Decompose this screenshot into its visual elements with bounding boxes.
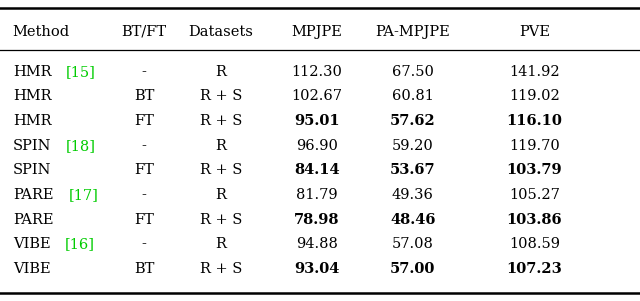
Text: -: -: [141, 188, 147, 202]
Text: R: R: [216, 65, 226, 79]
Text: HMR: HMR: [13, 89, 51, 103]
Text: [15]: [15]: [66, 65, 95, 79]
Text: 95.01: 95.01: [294, 114, 340, 128]
Text: VIBE: VIBE: [13, 237, 51, 251]
Text: 119.70: 119.70: [509, 139, 560, 153]
Text: 112.30: 112.30: [291, 65, 342, 79]
Text: 53.67: 53.67: [390, 163, 436, 177]
Text: PA-MPJPE: PA-MPJPE: [376, 25, 450, 39]
Text: 103.79: 103.79: [507, 163, 562, 177]
Text: SPIN: SPIN: [13, 139, 51, 153]
Text: BT: BT: [134, 262, 154, 276]
Text: 96.90: 96.90: [296, 139, 338, 153]
Text: 102.67: 102.67: [291, 89, 342, 103]
Text: 48.46: 48.46: [390, 213, 436, 227]
Text: HMR: HMR: [13, 114, 51, 128]
Text: 81.79: 81.79: [296, 188, 338, 202]
Text: FT: FT: [134, 114, 154, 128]
Text: 108.59: 108.59: [509, 237, 560, 251]
Text: R + S: R + S: [200, 163, 242, 177]
Text: 107.23: 107.23: [506, 262, 563, 276]
Text: SPIN: SPIN: [13, 163, 51, 177]
Text: Method: Method: [13, 25, 70, 39]
Text: MPJPE: MPJPE: [291, 25, 342, 39]
Text: 57.08: 57.08: [392, 237, 434, 251]
Text: [18]: [18]: [66, 139, 95, 153]
Text: R: R: [216, 139, 226, 153]
Text: 103.86: 103.86: [507, 213, 562, 227]
Text: [16]: [16]: [65, 237, 95, 251]
Text: R + S: R + S: [200, 213, 242, 227]
Text: 57.62: 57.62: [390, 114, 436, 128]
Text: FT: FT: [134, 213, 154, 227]
Text: R + S: R + S: [200, 114, 242, 128]
Text: 49.36: 49.36: [392, 188, 434, 202]
Text: Datasets: Datasets: [188, 25, 253, 39]
Text: PARE: PARE: [13, 188, 53, 202]
Text: 67.50: 67.50: [392, 65, 434, 79]
Text: BT: BT: [134, 89, 154, 103]
Text: 84.14: 84.14: [294, 163, 340, 177]
Text: PVE: PVE: [519, 25, 550, 39]
Text: 57.00: 57.00: [390, 262, 435, 276]
Text: -: -: [141, 139, 147, 153]
Text: -: -: [141, 237, 147, 251]
Text: R + S: R + S: [200, 262, 242, 276]
Text: VIBE: VIBE: [13, 262, 51, 276]
Text: 94.88: 94.88: [296, 237, 338, 251]
Text: HMR: HMR: [13, 65, 51, 79]
Text: 78.98: 78.98: [294, 213, 340, 227]
Text: 93.04: 93.04: [294, 262, 339, 276]
Text: 119.02: 119.02: [509, 89, 560, 103]
Text: 105.27: 105.27: [509, 188, 560, 202]
Text: R: R: [216, 237, 226, 251]
Text: 141.92: 141.92: [509, 65, 560, 79]
Text: -: -: [141, 65, 147, 79]
Text: 116.10: 116.10: [506, 114, 563, 128]
Text: R + S: R + S: [200, 89, 242, 103]
Text: BT/FT: BT/FT: [122, 25, 166, 39]
Text: 60.81: 60.81: [392, 89, 434, 103]
Text: [17]: [17]: [68, 188, 98, 202]
Text: PARE: PARE: [13, 213, 53, 227]
Text: 59.20: 59.20: [392, 139, 434, 153]
Text: R: R: [216, 188, 226, 202]
Text: FT: FT: [134, 163, 154, 177]
